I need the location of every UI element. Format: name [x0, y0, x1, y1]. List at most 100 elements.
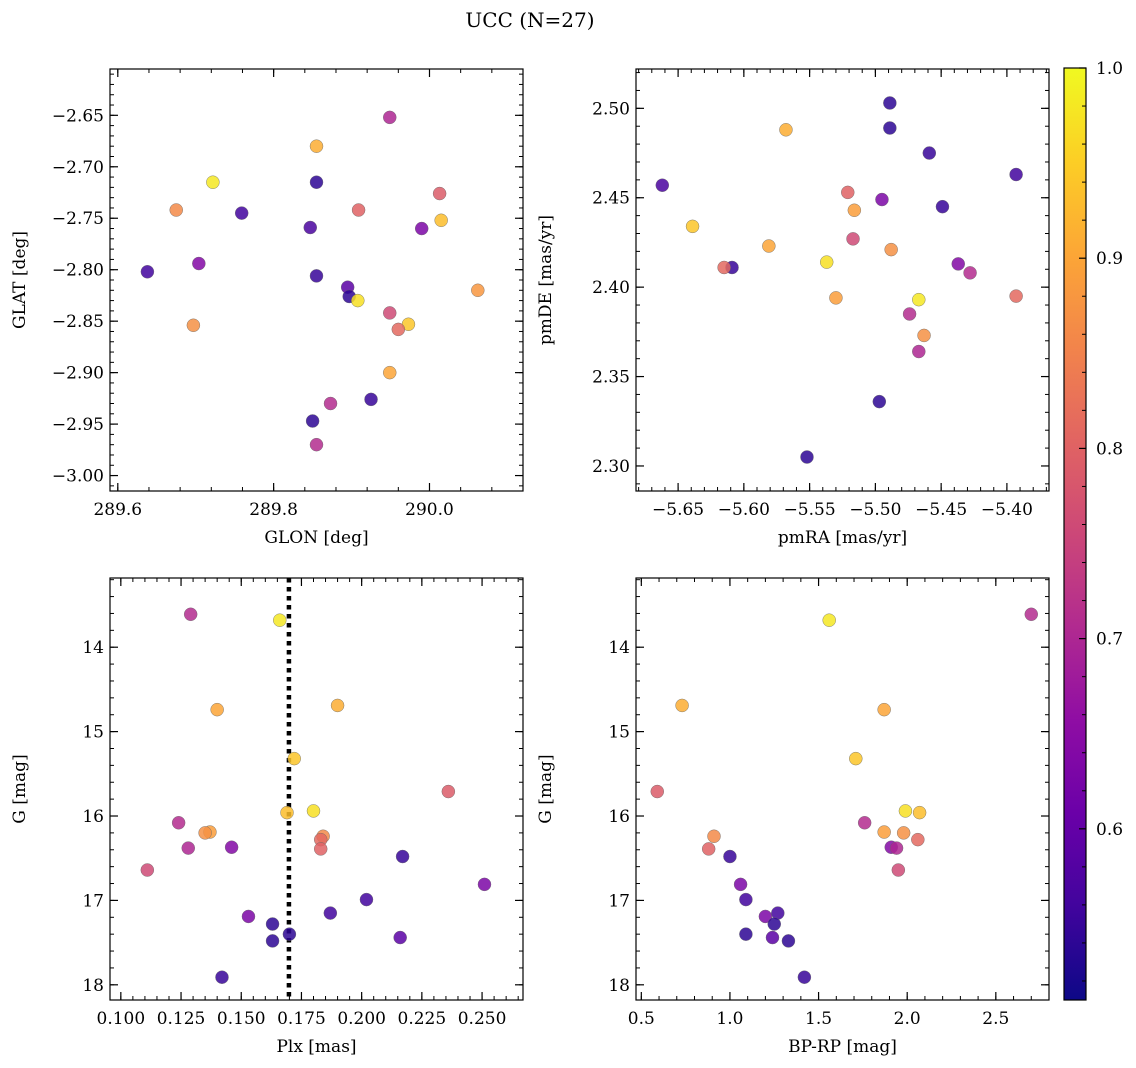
- data-point: [391, 322, 406, 337]
- panel-1: 289.6 289.8 290.0 −3.00 −2.95 −2.90 −2.85 −2.80…: [10, 68, 524, 548]
- x-tick-label: −5.60: [718, 500, 770, 520]
- data-point: [241, 909, 256, 924]
- data-point: [739, 927, 753, 941]
- data-point: [963, 266, 977, 280]
- colorbar-tick-label: 0.6: [1096, 820, 1123, 840]
- data-point: [889, 841, 904, 855]
- data-point: [186, 318, 201, 332]
- y-tick-label: 2.35: [592, 368, 630, 388]
- y-tick-label: 17: [608, 891, 630, 911]
- y-tick-label: 15: [608, 723, 630, 743]
- data-point: [884, 242, 898, 257]
- data-point: [140, 863, 155, 877]
- x-axis-label: BP-RP [mag]: [788, 1037, 897, 1057]
- data-point: [820, 255, 834, 269]
- data-point: [935, 199, 950, 214]
- x-tick-label: −5.65: [652, 500, 704, 520]
- data-point: [171, 816, 186, 830]
- data-point: [395, 849, 410, 864]
- x-tick-label: 1.0: [716, 1009, 743, 1029]
- data-point: [650, 784, 664, 799]
- data-point: [309, 175, 324, 189]
- data-point: [305, 414, 320, 428]
- data-point: [912, 344, 926, 359]
- y-axis-label: G [mag]: [536, 754, 556, 823]
- data-point: [912, 805, 927, 820]
- y-tick-label: −2.80: [52, 261, 104, 281]
- data-point: [234, 206, 249, 220]
- data-point: [192, 256, 206, 271]
- data-point: [846, 232, 860, 246]
- x-tick-label: 0.125: [157, 1009, 206, 1029]
- data-point: [364, 392, 378, 407]
- data-point: [758, 909, 773, 924]
- x-axis-label: pmRA [mas/yr]: [778, 528, 907, 548]
- y-tick-label: 14: [608, 638, 630, 658]
- data-point: [140, 265, 155, 279]
- panel-2: −5.65 −5.60 −5.55 −5.50 −5.45 −5.40 2.30 2.35 2.…: [536, 68, 1050, 548]
- x-tick-label: 289.8: [249, 500, 298, 520]
- data-point: [717, 260, 731, 275]
- colorbar-tick-label: 0.9: [1096, 249, 1123, 269]
- data-point: [883, 121, 897, 135]
- data-point: [841, 185, 855, 200]
- data-point: [707, 829, 721, 843]
- data-point: [414, 221, 429, 236]
- data-point: [891, 863, 906, 877]
- y-tick-label: 2.50: [592, 99, 630, 119]
- y-axis-label: pmDE [mas/yr]: [536, 215, 556, 345]
- x-tick-label: 289.6: [93, 500, 142, 520]
- x-tick-label: 2.5: [982, 1009, 1009, 1029]
- data-point: [309, 269, 324, 283]
- x-tick-label: 0.5: [628, 1009, 655, 1029]
- y-axis-label: GLAT [deg]: [10, 231, 30, 329]
- data-point: [896, 826, 911, 840]
- data-point: [183, 607, 198, 621]
- data-point: [872, 394, 887, 409]
- data-point: [351, 293, 365, 308]
- y-tick-label: 2.30: [592, 457, 630, 477]
- data-point: [273, 613, 287, 627]
- data-point: [383, 306, 397, 320]
- y-tick-label: −3.00: [52, 467, 104, 487]
- data-point: [323, 906, 338, 920]
- y-tick-label: 16: [82, 807, 104, 827]
- data-point: [265, 934, 280, 948]
- x-axis-label: GLON [deg]: [264, 528, 368, 548]
- panel-4: 0.5 1.0 1.5 2.0 2.5 14 15 16 17 18 BP-RP [mag] G [m…: [536, 577, 1050, 1057]
- data-point: [701, 842, 716, 856]
- data-point: [477, 877, 492, 892]
- data-point: [781, 934, 796, 948]
- data-point: [432, 186, 447, 201]
- data-point: [822, 613, 836, 627]
- axes-frame: [109, 577, 524, 1001]
- y-tick-label: 2.45: [592, 189, 630, 209]
- data-point: [762, 239, 776, 253]
- data-point: [359, 892, 374, 907]
- data-point: [198, 826, 212, 840]
- data-point: [765, 930, 780, 945]
- x-tick-label: 290.0: [405, 500, 454, 520]
- data-point: [917, 328, 931, 343]
- figure-title: UCC (N=27): [465, 8, 595, 32]
- data-point: [911, 832, 925, 847]
- data-point: [206, 175, 220, 189]
- data-point: [685, 219, 700, 234]
- x-tick-label: 0.150: [217, 1009, 266, 1029]
- axes-frame: [109, 68, 524, 492]
- data-point: [280, 805, 294, 820]
- data-point: [857, 816, 872, 830]
- colorbar-gradient: [1063, 67, 1087, 1001]
- y-tick-label: 18: [608, 976, 630, 996]
- y-tick-label: 16: [608, 807, 630, 827]
- x-tick-label: 0.100: [97, 1009, 146, 1029]
- x-tick-label: 1.5: [805, 1009, 832, 1029]
- data-point: [883, 96, 897, 110]
- y-tick-label: −2.65: [52, 106, 104, 126]
- data-point: [723, 849, 737, 864]
- data-point: [351, 203, 366, 217]
- data-point: [902, 307, 917, 321]
- data-point: [800, 450, 814, 464]
- data-point: [898, 804, 913, 818]
- data-point: [779, 123, 793, 137]
